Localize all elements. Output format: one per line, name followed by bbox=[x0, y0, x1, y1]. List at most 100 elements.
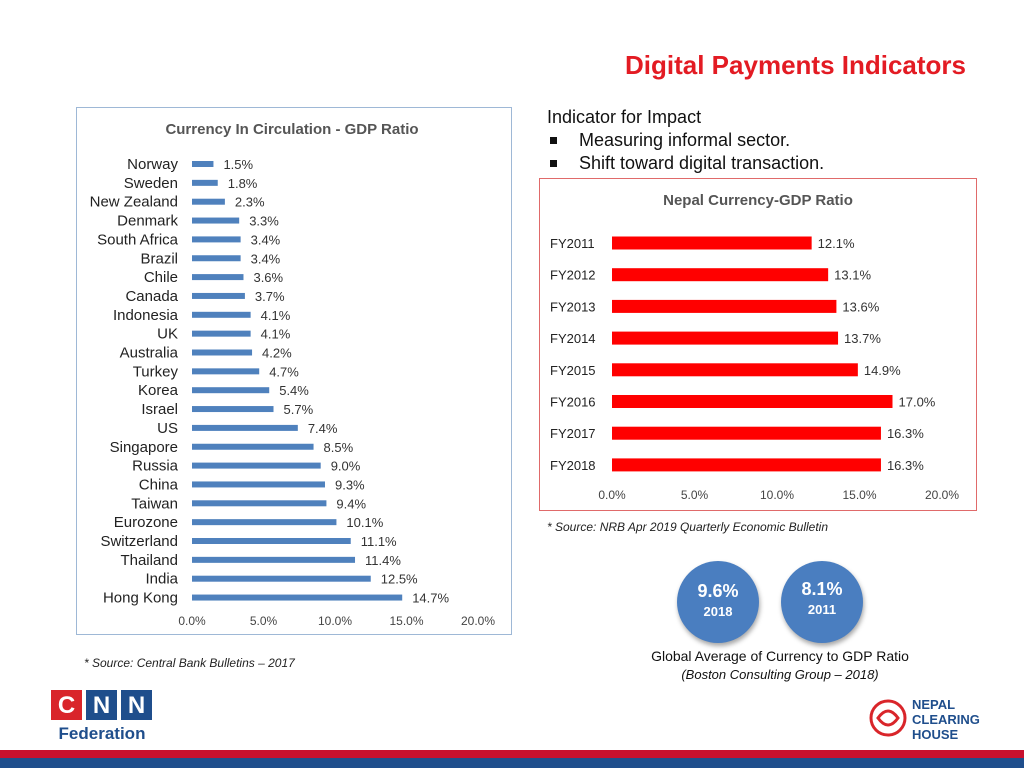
data-label: 13.1% bbox=[834, 268, 871, 283]
category-label: Switzerland bbox=[100, 533, 178, 550]
footer-stripe-blue bbox=[0, 758, 1024, 768]
bar bbox=[192, 368, 260, 375]
data-label: 3.4% bbox=[251, 251, 281, 266]
category-label: New Zealand bbox=[90, 194, 178, 211]
category-label: Singapore bbox=[110, 439, 178, 456]
data-label: 11.4% bbox=[365, 553, 401, 568]
source-note-nepal: * Source: NRB Apr 2019 Quarterly Economi… bbox=[547, 520, 829, 534]
category-label: UK bbox=[157, 326, 178, 343]
bar bbox=[612, 458, 881, 472]
logo-line: NEPAL bbox=[912, 697, 955, 712]
data-label: 8.5% bbox=[324, 440, 354, 455]
category-label: Norway bbox=[127, 156, 178, 173]
data-label: 12.5% bbox=[381, 572, 418, 587]
tick-label: 10.0% bbox=[318, 614, 352, 628]
category-label: Australia bbox=[120, 345, 179, 362]
tick-label: 15.0% bbox=[842, 488, 876, 502]
bar bbox=[192, 236, 241, 243]
logo-line: HOUSE bbox=[912, 727, 959, 742]
cnn-federation-logo: C N N Federation bbox=[51, 690, 152, 743]
category-label: Hong Kong bbox=[103, 590, 178, 607]
data-label: 14.7% bbox=[412, 591, 449, 606]
tick-label: 15.0% bbox=[389, 614, 423, 628]
logo-letter: N bbox=[128, 692, 145, 719]
bar bbox=[612, 299, 837, 313]
data-label: 17.0% bbox=[899, 395, 936, 410]
data-label: 13.7% bbox=[844, 331, 881, 346]
global-avg-circle-2018: 9.6% 2018 bbox=[677, 561, 759, 643]
category-label: Brazil bbox=[140, 250, 178, 267]
bar bbox=[192, 349, 253, 356]
indicator-bullet-text: Measuring informal sector. bbox=[579, 130, 791, 150]
category-label: FY2015 bbox=[550, 363, 596, 378]
category-label: Denmark bbox=[117, 213, 178, 230]
data-label: 1.8% bbox=[228, 176, 258, 191]
indicator-block: Indicator for Impact Measuring informal … bbox=[547, 106, 824, 175]
category-label: Russia bbox=[132, 458, 179, 475]
data-label: 7.4% bbox=[308, 421, 338, 436]
bar bbox=[192, 500, 327, 507]
data-label: 16.3% bbox=[887, 426, 924, 441]
nepal-clearing-house-logo: NEPAL CLEARING HOUSE bbox=[869, 697, 980, 742]
nch-emblem-icon bbox=[869, 699, 907, 737]
bullet-square-icon bbox=[550, 137, 557, 144]
category-label: FY2011 bbox=[550, 236, 595, 251]
category-label: Canada bbox=[125, 288, 178, 305]
data-label: 3.6% bbox=[253, 270, 283, 285]
data-label: 5.7% bbox=[284, 402, 314, 417]
data-label: 13.6% bbox=[842, 299, 879, 314]
bar bbox=[192, 330, 251, 337]
bar bbox=[192, 424, 298, 431]
data-label: 4.1% bbox=[261, 327, 291, 342]
footer-stripe-red bbox=[0, 750, 1024, 758]
data-label: 10.1% bbox=[346, 515, 383, 530]
category-label: Israel bbox=[141, 401, 178, 418]
global-average-title: Global Average of Currency to GDP Ratio bbox=[651, 648, 909, 664]
source-note-central-bank: * Source: Central Bank Bulletins – 2017 bbox=[84, 656, 295, 670]
category-label: Taiwan bbox=[131, 495, 178, 512]
indicator-bullet: Measuring informal sector. bbox=[547, 129, 824, 152]
category-label: Chile bbox=[144, 269, 178, 286]
logo-letter: N bbox=[93, 692, 110, 719]
data-label: 9.4% bbox=[336, 496, 366, 511]
category-label: US bbox=[157, 420, 178, 437]
data-label: 12.1% bbox=[818, 236, 855, 251]
logo-word: Federation bbox=[59, 724, 146, 743]
bar bbox=[192, 311, 251, 318]
data-label: 9.0% bbox=[331, 459, 361, 474]
bar bbox=[192, 198, 225, 205]
category-label: India bbox=[145, 571, 178, 588]
category-label: FY2016 bbox=[550, 395, 596, 410]
bar bbox=[192, 406, 274, 413]
data-label: 4.1% bbox=[261, 308, 291, 323]
category-label: South Africa bbox=[97, 231, 179, 248]
global-average-source: (Boston Consulting Group – 2018) bbox=[681, 667, 879, 682]
bar bbox=[612, 236, 812, 250]
data-label: 4.7% bbox=[269, 364, 299, 379]
category-label: FY2013 bbox=[550, 299, 596, 314]
bar bbox=[612, 426, 881, 440]
bar bbox=[192, 217, 240, 224]
category-label: Thailand bbox=[120, 552, 178, 569]
data-label: 4.2% bbox=[262, 346, 292, 361]
global-average-caption: Global Average of Currency to GDP Ratio … bbox=[600, 648, 960, 682]
tick-label: 5.0% bbox=[250, 614, 278, 628]
circle-year: 2018 bbox=[703, 604, 733, 619]
bar bbox=[192, 387, 270, 394]
category-label: FY2012 bbox=[550, 268, 596, 283]
global-avg-circle-2011: 8.1% 2011 bbox=[781, 561, 863, 643]
bar bbox=[192, 575, 371, 582]
bullet-square-icon bbox=[550, 160, 557, 167]
bar bbox=[192, 594, 403, 601]
circle-year: 2011 bbox=[807, 602, 837, 617]
category-label: China bbox=[139, 476, 179, 493]
bar bbox=[192, 255, 241, 262]
bar bbox=[192, 443, 314, 450]
data-label: 1.5% bbox=[223, 157, 253, 172]
logo-line: CLEARING bbox=[912, 712, 980, 727]
bar bbox=[192, 161, 214, 167]
nepal-bar-chart: FY2011 12.1% FY2012 13.1% FY2013 13.6% FY2014 1… bbox=[550, 236, 959, 502]
bar bbox=[192, 274, 244, 281]
bar bbox=[612, 268, 829, 282]
tick-label: 10.0% bbox=[760, 488, 794, 502]
